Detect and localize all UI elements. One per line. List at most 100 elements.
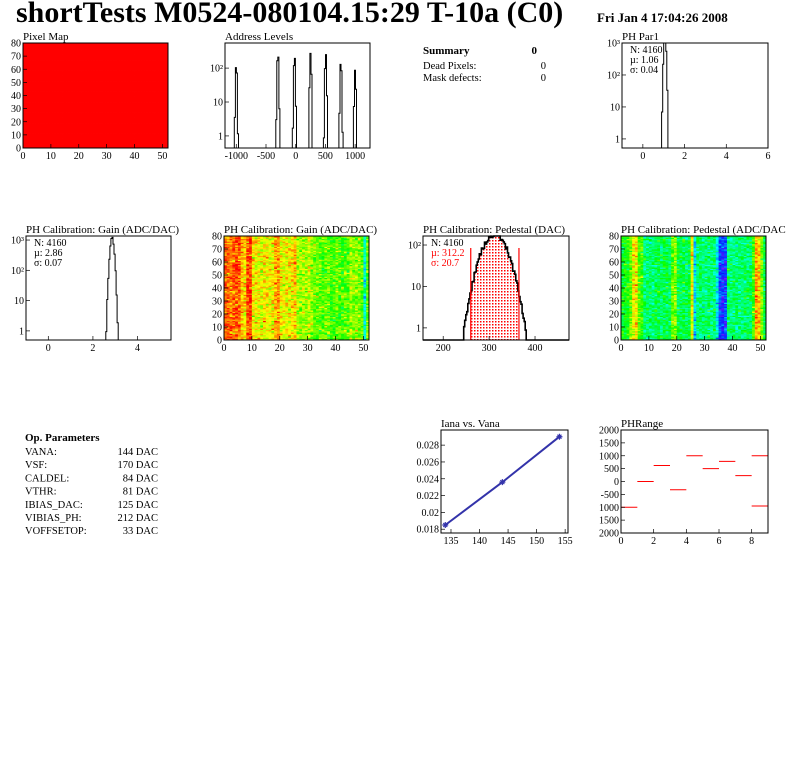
heatmap-cell <box>112 120 116 123</box>
heatmap-cell <box>59 106 63 108</box>
heatmap-cell <box>240 256 244 259</box>
heatmap-cell <box>115 115 119 117</box>
heatmap-cell <box>243 249 247 251</box>
heatmap-cell <box>23 113 27 116</box>
heatmap-cell <box>73 129 77 132</box>
heatmap-cell <box>224 324 228 327</box>
heatmap-cell <box>140 123 144 125</box>
heatmap-cell <box>39 79 43 82</box>
heatmap-cell <box>103 94 108 96</box>
heatmap-cell <box>36 103 41 106</box>
heatmap-cell <box>137 48 141 50</box>
heatmap-cell <box>34 44 38 47</box>
heatmap-cell <box>156 117 161 120</box>
heatmap-cell <box>34 92 38 95</box>
heatmap-cell <box>145 45 149 48</box>
heatmap-cell <box>237 280 242 282</box>
heatmap-cell <box>142 125 147 128</box>
heatmap-cell <box>159 113 163 116</box>
heatmap-cell <box>123 75 127 78</box>
heatmap-cell <box>137 66 141 69</box>
heatmap-cell <box>226 249 230 251</box>
heatmap-cell <box>64 66 69 69</box>
heatmap-cell <box>59 60 63 62</box>
heatmap-cell <box>240 316 244 319</box>
heatmap-cell <box>140 75 144 78</box>
heatmap-cell <box>25 73 29 75</box>
heatmap-cell <box>92 117 96 120</box>
heatmap-cell <box>115 100 119 103</box>
heatmap-cell <box>151 86 155 89</box>
heatmap-cell <box>226 336 230 338</box>
heatmap-cell <box>159 70 163 73</box>
heatmap-cell <box>25 88 29 91</box>
heatmap-cell <box>237 246 242 249</box>
heatmap-cell <box>78 129 82 132</box>
heatmap-cell <box>48 102 52 104</box>
heatmap-cell <box>103 91 108 94</box>
heatmap-cell <box>64 86 69 89</box>
heatmap-cell <box>59 57 63 60</box>
heatmap-cell <box>123 102 127 104</box>
heatmap-cell <box>70 111 74 113</box>
heatmap-cell <box>87 103 91 106</box>
heatmap-cell <box>232 252 236 255</box>
heatmap-cell <box>95 134 99 137</box>
heatmap-cell <box>126 71 130 74</box>
heatmap-cell <box>87 133 91 136</box>
heatmap-cell <box>67 136 71 138</box>
heatmap-cell <box>148 124 152 127</box>
heatmap-cell <box>87 134 91 137</box>
heatmap-cell <box>162 137 166 140</box>
heatmap-cell <box>31 56 35 58</box>
heatmap-cell <box>232 302 236 304</box>
heatmap-cell <box>137 56 141 58</box>
heatmap-cell <box>226 298 230 301</box>
heatmap-cell <box>162 94 166 96</box>
heatmap-cell <box>62 52 66 54</box>
heatmap-cell <box>95 56 99 58</box>
heatmap-cell <box>154 75 158 78</box>
heatmap-cell <box>226 297 230 299</box>
heatmap-cell <box>154 52 158 54</box>
heatmap-cell <box>128 132 133 134</box>
heatmap-cell <box>145 60 149 62</box>
heatmap-cell <box>31 100 35 103</box>
heatmap-cell <box>45 141 49 144</box>
heatmap-cell <box>117 140 121 142</box>
heatmap-cell <box>56 141 60 144</box>
heatmap-cell <box>237 237 242 239</box>
heatmap-cell <box>53 121 57 124</box>
heatmap-cell <box>75 53 80 56</box>
heatmap-cell <box>229 293 233 295</box>
heatmap-cell <box>112 66 116 69</box>
heatmap-cell <box>145 113 149 116</box>
heatmap-cell <box>84 94 88 96</box>
heatmap-cell <box>42 81 46 83</box>
heatmap-cell <box>48 141 52 144</box>
heatmap-cell <box>87 58 91 61</box>
heatmap-cell <box>34 57 38 60</box>
heatmap-cell <box>92 115 96 117</box>
heatmap-cell <box>145 138 149 141</box>
heatmap-cell <box>235 302 239 304</box>
heatmap-cell <box>67 138 71 141</box>
heatmap-cell <box>156 83 161 86</box>
heatmap-cell <box>31 81 35 83</box>
heatmap-cell <box>112 130 116 133</box>
heatmap-cell <box>36 82 41 85</box>
heatmap-cell <box>56 132 60 134</box>
heatmap-cell <box>134 83 138 86</box>
heatmap-cell <box>237 337 242 340</box>
heatmap-cell <box>62 66 66 69</box>
heatmap-cell <box>131 116 135 119</box>
heatmap-cell <box>87 83 91 86</box>
heatmap-cell <box>224 334 228 337</box>
heatmap-cell <box>226 237 230 239</box>
heatmap-cell <box>137 62 141 65</box>
heatmap-cell <box>142 107 147 110</box>
heatmap-cell <box>237 333 242 336</box>
heatmap-cell <box>56 108 60 111</box>
heatmap-cell <box>232 260 236 263</box>
heatmap-cell <box>48 119 52 121</box>
